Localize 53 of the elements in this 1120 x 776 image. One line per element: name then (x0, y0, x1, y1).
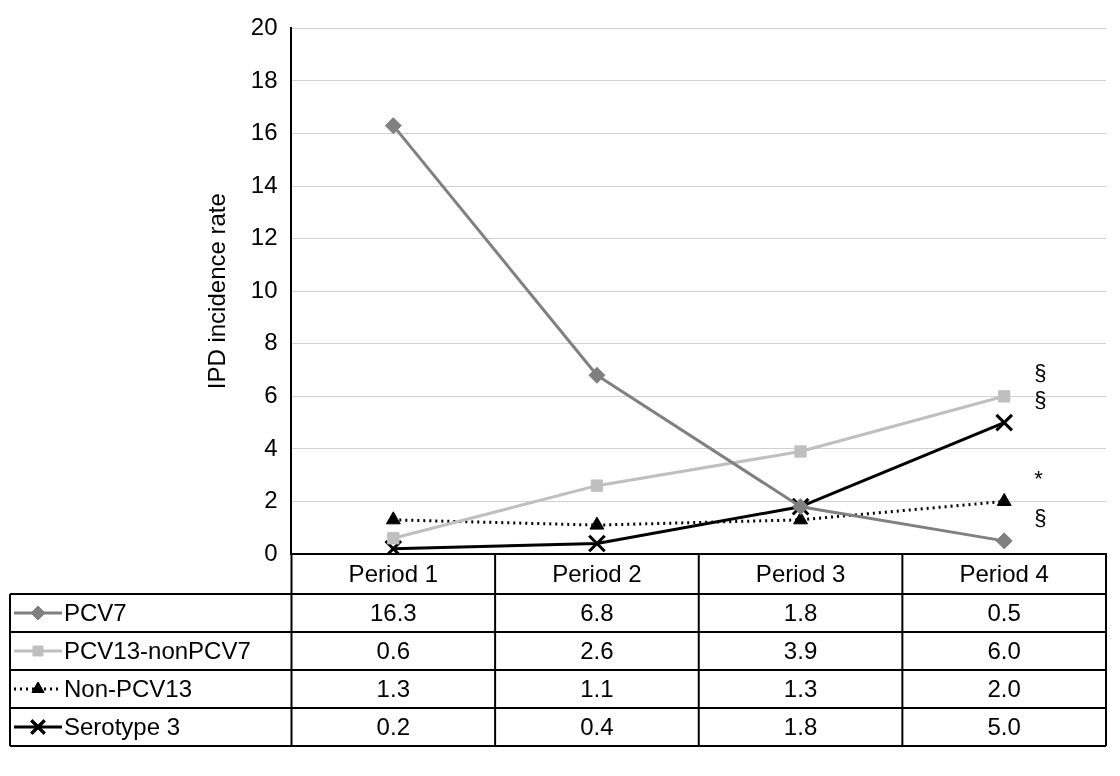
data-label: 1.1 (580, 674, 614, 702)
y-tick-label: 4 (264, 433, 278, 461)
point (588, 366, 606, 384)
point (794, 445, 807, 458)
data-label: 0.2 (376, 712, 410, 740)
y-tick-label: 10 (250, 275, 278, 303)
point (384, 117, 402, 135)
point (587, 534, 607, 553)
data-label: 1.8 (783, 598, 818, 626)
data-label: 6.0 (987, 636, 1021, 664)
annotation: § (1034, 504, 1047, 530)
legend-label: PCV13-nonPCV7 (64, 636, 251, 664)
point (995, 532, 1013, 550)
y-tick-label: 0 (264, 538, 278, 566)
legend-label: PCV7 (64, 598, 127, 626)
point (590, 479, 604, 492)
point (998, 390, 1011, 403)
data-label: 16.3 (369, 598, 417, 626)
y-tick-label: 8 (264, 328, 278, 356)
annotation: § (1034, 360, 1047, 386)
x-tick-label: Period 4 (959, 559, 1049, 587)
data-label: 0.5 (987, 598, 1021, 626)
y-tick-label: 6 (264, 380, 278, 408)
data-label: 5.0 (987, 712, 1021, 740)
x-tick-label: Period 3 (755, 559, 846, 587)
data-label: 0.4 (580, 712, 614, 740)
data-label: 0.6 (376, 636, 410, 664)
legend-label: Non-PCV13 (64, 674, 193, 702)
point (994, 413, 1014, 432)
y-tick-label: 14 (250, 170, 278, 198)
point (387, 532, 400, 545)
point (996, 492, 1012, 506)
annotation: § (1034, 386, 1047, 412)
point (589, 516, 605, 530)
y-tick-label: 12 (250, 223, 278, 251)
data-label: 3.9 (783, 636, 818, 664)
point (385, 511, 401, 525)
data-label: 1.3 (783, 674, 818, 702)
y-axis-title: IPD incidence rate (203, 193, 231, 390)
data-label: 6.8 (580, 598, 614, 626)
point (384, 539, 403, 554)
x-tick-label: Period 2 (552, 559, 642, 587)
y-tick-label: 16 (250, 118, 278, 146)
data-label: 1.3 (376, 674, 410, 702)
data-label: 1.8 (783, 712, 818, 740)
y-tick-label: 2 (264, 486, 278, 514)
y-tick-label: 20 (250, 13, 278, 41)
x-tick-label: Period 1 (348, 559, 438, 587)
annotation: * (1034, 465, 1044, 491)
data-label: 2.6 (580, 636, 614, 664)
legend-label: Serotype 3 (64, 712, 181, 740)
data-label: 2.0 (987, 674, 1021, 702)
y-tick-label: 18 (250, 65, 278, 93)
